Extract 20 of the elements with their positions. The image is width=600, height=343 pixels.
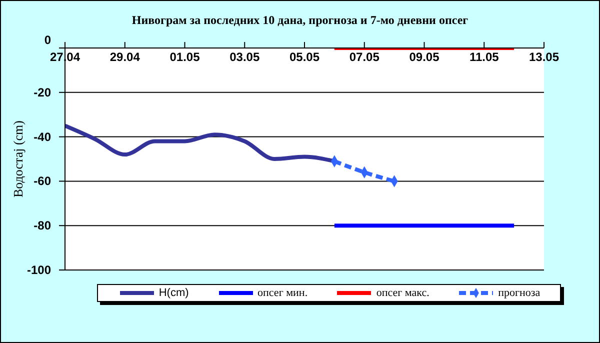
x-tick-label: 05.05 xyxy=(289,50,320,64)
y-tick-label: -20 xyxy=(34,85,52,100)
x-tick-label: 03.05 xyxy=(230,50,260,64)
chart-title: Нивограм за последних 10 дана, прогноза и 7-мо дневни опсег xyxy=(130,13,470,28)
legend-label: прогноза xyxy=(498,287,540,299)
legend-label: опсег мин. xyxy=(258,287,308,299)
x-tick-label: 09.05 xyxy=(409,50,440,64)
x-tick-label: 11.05 xyxy=(469,50,500,64)
y-axis-title: Водостај (cm) xyxy=(10,120,26,198)
x-tick-label: 07.05 xyxy=(349,50,380,64)
y-tick-label: -80 xyxy=(34,218,52,233)
y-tick-label: 0 xyxy=(44,33,52,47)
y-tick-label: -40 xyxy=(34,130,52,144)
y-tick-label: -100 xyxy=(26,263,52,277)
y-tick-label: -60 xyxy=(34,174,52,188)
x-tick-label: 13.05 xyxy=(528,50,560,64)
x-tick-label: 01.05 xyxy=(170,50,200,64)
legend-label: опсег макс. xyxy=(376,287,430,299)
x-tick-label: 29.04 xyxy=(110,50,140,64)
legend-label: H(cm) xyxy=(158,287,189,299)
